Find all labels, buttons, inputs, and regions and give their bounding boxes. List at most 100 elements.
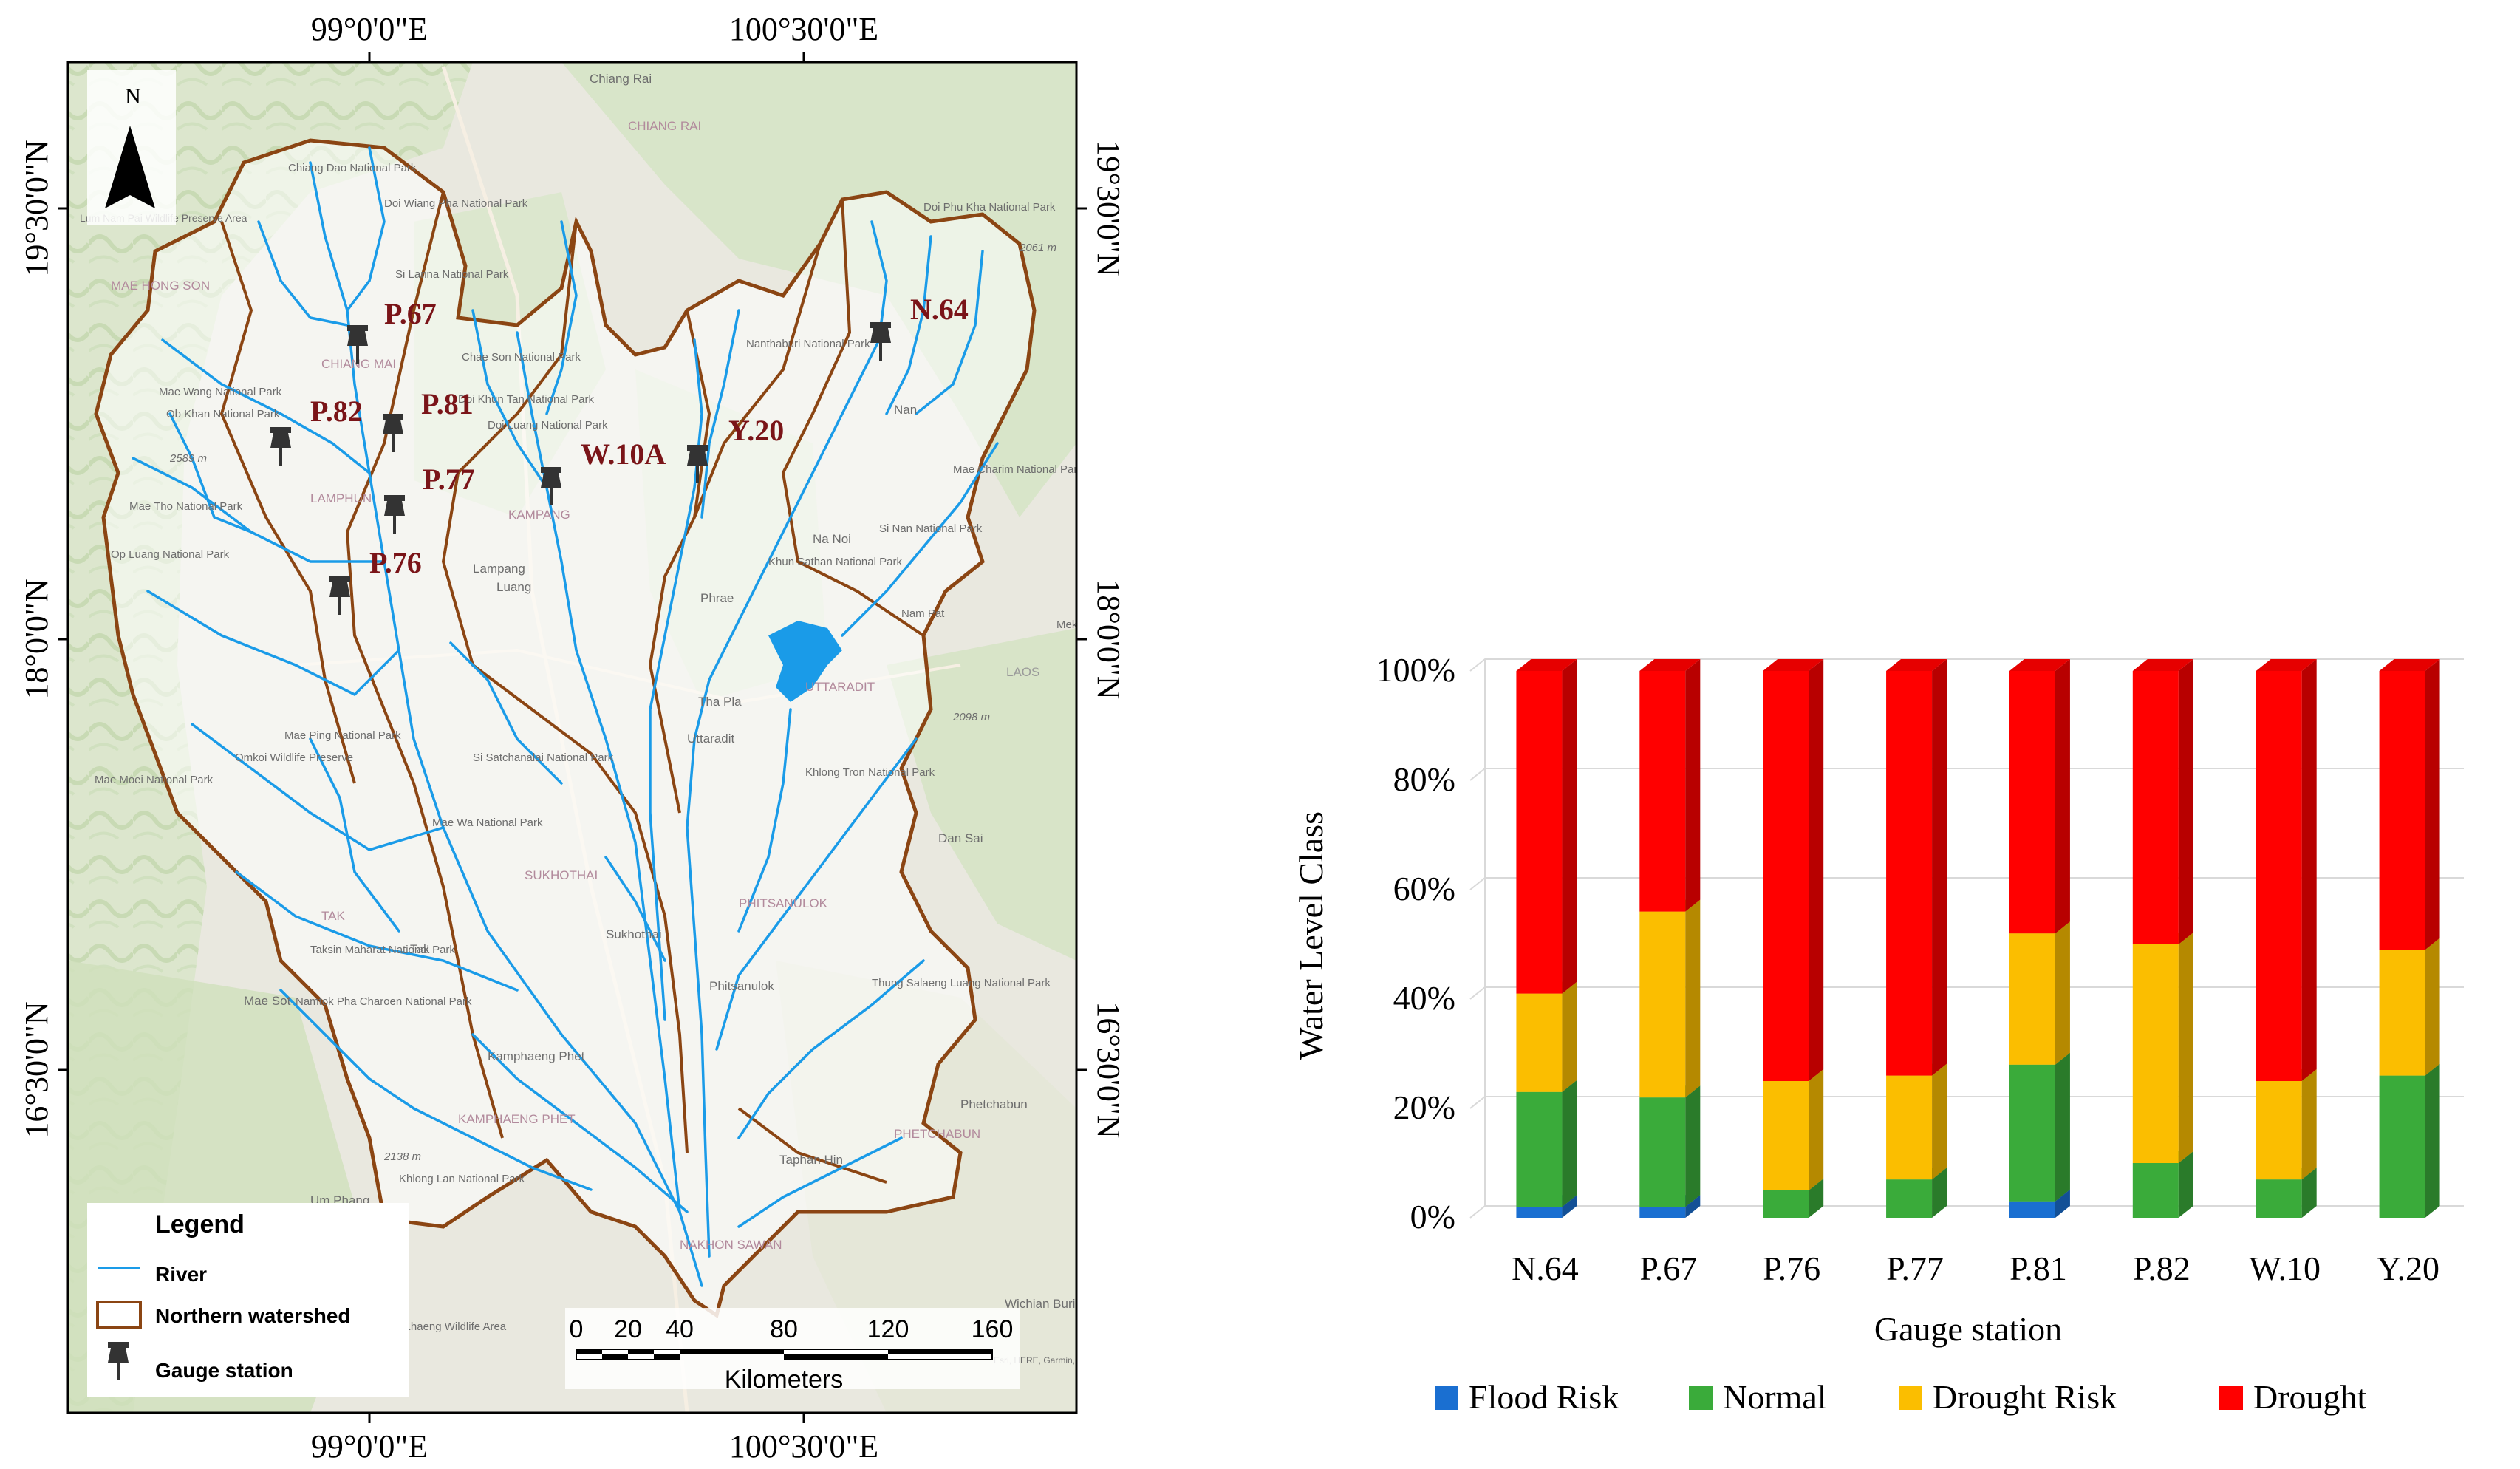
bar-segment-drought [2009,659,2070,934]
pin-icon [870,322,891,361]
place-name: LAOS [1006,665,1039,679]
place-name: Nan [894,403,917,417]
place-name: NAKHON SAWAN [680,1238,782,1252]
station-label-p81: P.81 [421,387,474,420]
coord-left-3: 16°30'0"N [18,1001,55,1138]
legend-swatch [2219,1386,2243,1410]
bar-segment-drought-risk [1516,981,1577,1092]
scale-tick: 0 [570,1315,584,1343]
place-name: 2098 m [952,711,990,723]
legend-entry: Normal [1689,1378,1827,1416]
place-name: Doi Luang National Park [488,419,608,432]
place-name: Kamphaeng Phet [488,1049,585,1063]
gauge-stations [270,322,891,615]
scale-tick: 20 [614,1315,642,1343]
x-tick-label: P.81 [2009,1250,2067,1287]
place-name: Mae Moei National Park [95,774,214,786]
station-label-w10a: W.10A [581,437,666,471]
north-arrow: N [87,70,176,225]
place-name: PHITSANULOK [739,896,828,910]
place-name: Mae Tho National Park [129,500,243,513]
y-tick-labels: 0% 20% 40% 60% 80% 100% [1376,651,1455,1235]
place-name: Khun Sathan National Park [768,556,902,568]
place-names: Chiang Rai CHIANG RAI Chiang Dao Nationa… [80,72,1096,1366]
place-name: Sukhothai [606,927,662,941]
y-tick-label: 100% [1376,651,1455,689]
place-name: Tha Pla [698,695,742,709]
bar-segment-normal [2379,1063,2440,1218]
place-name: Thung Salaeng Luang National Park [872,977,1051,989]
station-label-y20: Y.20 [728,414,784,447]
place-name: CHIANG RAI [628,119,701,133]
bar-segment-drought [1639,659,1701,912]
station-label-n64: N.64 [910,293,969,326]
watershed-box-icon [96,1301,142,1329]
coord-bottom-2: 100°30'0"E [729,1428,878,1465]
place-name: SUKHOTHAI [525,868,598,882]
legend-label: Normal [1723,1378,1827,1416]
place-name: Phetchabun [960,1097,1028,1111]
place-name: Taphan Hin [779,1153,843,1167]
place-name: Namtok Pha Charoen National Park [296,995,472,1008]
coord-top-2: 100°30'0"E [729,11,878,47]
y-tick-label: 20% [1393,1088,1455,1126]
y-tick-label: 40% [1393,979,1455,1017]
pin-icon [329,576,350,615]
place-name: Khlong Lan National Park [399,1173,525,1185]
bar-segment-drought [1886,659,1947,1076]
river-network [132,146,999,1287]
bar-segment-drought [2256,659,2317,1081]
place-name: Nam Pat [901,607,945,620]
legend-swatch [1899,1386,1922,1410]
place-name: Na Noi [813,532,851,546]
x-tick-labels: N.64 P.67 P.76 P.77 P.81 P.82 W.10 Y.20 [1512,1250,2439,1287]
station-label-p82: P.82 [310,395,363,428]
pin-icon [347,325,368,364]
place-name: Mekong [1056,618,1096,631]
watershed-boundary [94,138,1037,1319]
place-name: Si Satchanalai National Park [473,751,614,764]
place-name: Mae Charim National Park [953,463,1083,476]
bar-segment-drought [1516,659,1577,994]
map-legend: Legend River Northern watershed Gauge st… [87,1203,409,1397]
y-tick-label: 80% [1393,760,1455,798]
chart-legend: Flood Risk Normal Drought Risk Drought [1435,1378,2367,1416]
station-labels: P.67 P.82 P.81 P.77 P.76 W.10A Y.20 N.64 [310,293,969,579]
bar-segment-normal [1639,1085,1701,1207]
place-name: Wichian Buri [1005,1297,1075,1311]
place-name: Nanthaburi National Park [746,338,870,350]
pin-icon [383,414,403,452]
basemap: Chiang Rai CHIANG RAI Chiang Dao Nationa… [68,62,1096,1413]
place-name: Ob Khan National Park [166,408,280,420]
place-name: Chiang Rai [590,72,652,86]
x-tick-label: P.82 [2133,1250,2191,1287]
x-axis-label: Gauge station [1874,1310,2062,1348]
scale-tick: 120 [867,1315,909,1343]
legend-label: Drought [2253,1378,2367,1416]
place-name: Taksin Maharat National Park [310,944,455,956]
legend-swatch [1435,1386,1458,1410]
place-name: Chae Son National Park [462,351,581,364]
north-label: N [125,84,141,109]
y-axis-label: Water Level Class [1292,811,1330,1060]
place-name: UTTARADIT [805,680,875,694]
legend-title: Legend [155,1210,245,1238]
place-name: Mae Wa National Park [432,817,543,829]
legend-label: Drought Risk [1933,1378,2117,1416]
coord-top-1: 99°0'0"E [311,11,428,47]
map-panel: Chiang Rai CHIANG RAI Chiang Dao Nationa… [18,11,1127,1465]
place-name: Chiang Dao National Park [288,162,417,174]
legend-item-watershed: Northern watershed [155,1304,351,1327]
place-name: Luang [496,580,531,594]
x-tick-label: Y.20 [2377,1250,2439,1287]
place-name: Omkoi Wildlife Preserve [235,751,353,764]
x-tick-label: P.76 [1763,1250,1820,1287]
bar-segment-drought-risk [2379,938,2440,1076]
coord-right-1: 19°30'0"N [1090,140,1127,276]
x-tick-label: P.67 [1639,1250,1697,1287]
place-name: 2061 m [1019,242,1056,254]
bar-segment-drought [2379,659,2440,950]
legend-entry: Flood Risk [1435,1378,1619,1416]
place-name: Phrae [700,591,734,605]
scale-unit: Kilometers [725,1366,844,1394]
